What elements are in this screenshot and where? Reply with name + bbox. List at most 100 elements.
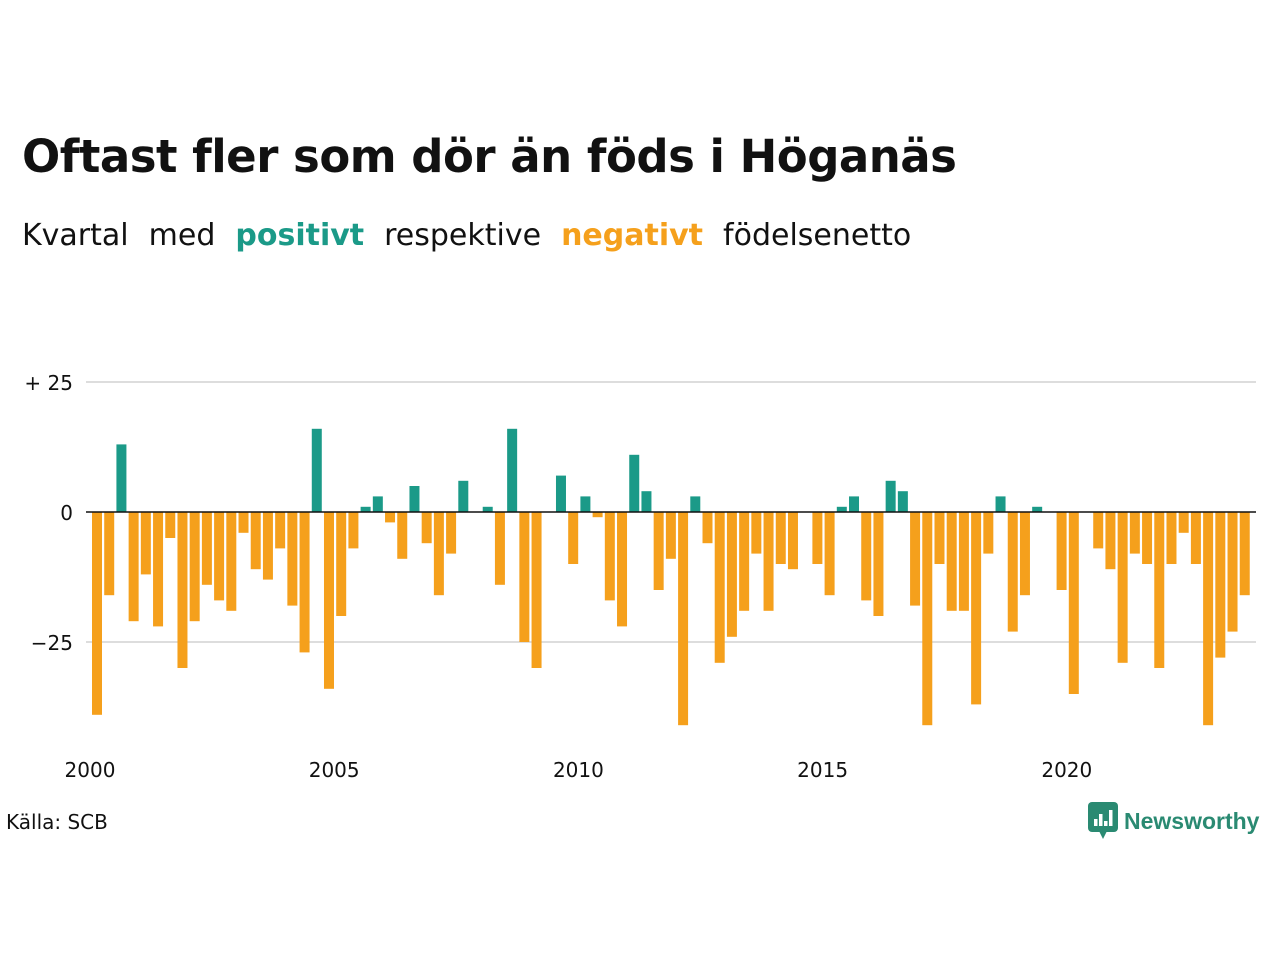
bar-negative	[617, 512, 628, 627]
bar-negative	[446, 512, 457, 554]
bar-positive	[482, 506, 493, 512]
bar-negative	[336, 512, 347, 616]
y-tick-label: + 25	[24, 371, 73, 395]
subtitle-positive-label: positivt	[235, 218, 365, 253]
bar-positive	[555, 475, 566, 512]
bar-negative	[812, 512, 823, 564]
chart-title: Oftast fler som dör än föds i Höganäs	[22, 130, 957, 183]
newsworthy-logo-icon	[1088, 802, 1118, 839]
bar-negative	[177, 512, 188, 668]
bar-negative	[958, 512, 969, 611]
bar-negative	[653, 512, 664, 590]
bar-negative	[787, 512, 798, 570]
bar-negative	[531, 512, 542, 668]
bar-negative	[1166, 512, 1177, 564]
bar-negative	[971, 512, 982, 705]
subtitle-word: födelsenetto	[723, 218, 912, 253]
bar-negative	[726, 512, 737, 637]
bar-positive	[995, 496, 1006, 512]
bar-positive	[885, 480, 896, 512]
bar-negative	[922, 512, 933, 726]
bar-negative	[678, 512, 689, 726]
bar-positive	[409, 486, 420, 512]
bar-positive	[458, 480, 469, 512]
subtitle-word: Kvartal	[22, 218, 129, 253]
bar-negative	[604, 512, 615, 601]
bar-positive	[836, 506, 847, 512]
bar-negative	[934, 512, 945, 564]
bar-negative	[983, 512, 994, 554]
bar-negative	[287, 512, 298, 606]
bar-positive	[580, 496, 591, 512]
bar-negative	[873, 512, 884, 616]
bar-negative	[1117, 512, 1128, 663]
x-tick-label: 2005	[309, 758, 360, 782]
bar-negative	[153, 512, 164, 627]
source-note: Källa: SCB	[6, 810, 108, 834]
bar-positive	[849, 496, 860, 512]
bar-negative	[714, 512, 725, 663]
bar-negative	[165, 512, 176, 538]
bar-negative	[568, 512, 579, 564]
y-tick-label: 0	[60, 501, 73, 525]
subtitle-word: med	[148, 218, 216, 253]
bar-negative	[1056, 512, 1067, 590]
bar-negative	[1203, 512, 1214, 726]
bar-negative	[519, 512, 530, 642]
bar-negative	[421, 512, 432, 544]
bar-negative	[824, 512, 835, 596]
bar-negative	[763, 512, 774, 611]
bar-negative	[1019, 512, 1030, 596]
bar-negative	[1068, 512, 1079, 694]
subtitle-negative-label: negativt	[561, 218, 704, 253]
chart-subtitle: Kvartal med positivt respektive negativt föde…	[22, 218, 911, 253]
bar-negative	[1178, 512, 1189, 533]
bar-negative	[299, 512, 310, 653]
bar-positive	[1032, 506, 1043, 512]
bar-negative	[1093, 512, 1104, 549]
bar-negative	[128, 512, 139, 622]
bar-negative	[214, 512, 225, 601]
bar-negative	[92, 512, 102, 715]
bar-negative	[702, 512, 713, 544]
bar-negative	[946, 512, 957, 611]
bar-positive	[507, 428, 518, 512]
bar-negative	[348, 512, 359, 549]
bar-negative	[1227, 512, 1238, 632]
bar-positive	[311, 428, 322, 512]
bar-positive	[372, 496, 383, 512]
bar-negative	[226, 512, 237, 611]
bar-negative	[238, 512, 249, 533]
bar-negative	[323, 512, 334, 689]
bar-negative	[1215, 512, 1226, 658]
bar-positive	[629, 454, 640, 512]
bar-negative	[592, 512, 603, 518]
bar-negative	[861, 512, 872, 601]
bar-negative	[397, 512, 408, 559]
bar-negative	[665, 512, 676, 559]
bar-negative	[385, 512, 396, 523]
bar-positive	[360, 506, 371, 512]
bar-negative	[201, 512, 212, 585]
bar-negative	[189, 512, 200, 622]
bar-positive	[897, 491, 908, 512]
bar-negative	[1142, 512, 1153, 564]
newsworthy-brand[interactable]: Newsworthy	[1088, 802, 1259, 840]
y-tick-label: −25	[31, 631, 73, 655]
bar-negative	[1105, 512, 1116, 570]
bar-negative	[1239, 512, 1250, 596]
x-tick-label: 2000	[65, 758, 116, 782]
bar-negative	[1154, 512, 1165, 668]
bar-negative	[739, 512, 750, 611]
x-tick-label: 2020	[1041, 758, 1092, 782]
subtitle-word: respektive	[384, 218, 542, 253]
bar-negative	[910, 512, 921, 606]
brand-name: Newsworthy	[1124, 807, 1260, 834]
bar-positive	[690, 496, 701, 512]
bar-negative	[1007, 512, 1018, 632]
x-tick-label: 2015	[797, 758, 848, 782]
bar-negative	[262, 512, 273, 580]
bar-negative	[433, 512, 444, 596]
bar-positive	[641, 491, 652, 512]
